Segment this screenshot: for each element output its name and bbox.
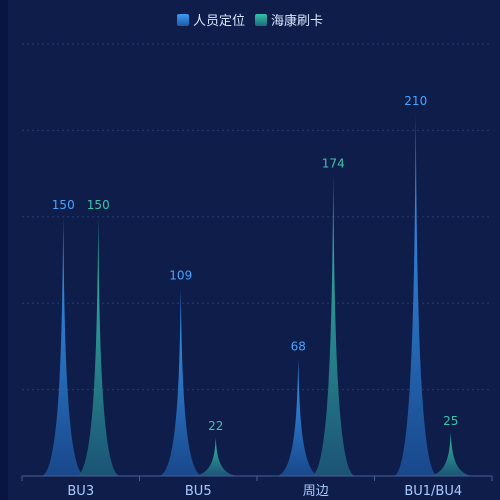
legend-item-series-1[interactable]: 海康刷卡 — [255, 10, 323, 29]
spike-0-2[interactable] — [276, 358, 321, 476]
spike-0-1[interactable] — [158, 287, 203, 476]
data-label-1-0: 150 — [87, 198, 110, 212]
data-label-1-2: 174 — [322, 156, 345, 170]
chart-legend: 人员定位 海康刷卡 — [0, 10, 500, 29]
spike-0-3[interactable] — [393, 113, 438, 477]
legend-swatch-series-0 — [176, 13, 189, 26]
x-tick-label: 周边 — [303, 484, 329, 499]
spike-0-0[interactable] — [41, 216, 86, 477]
spike-1-2[interactable] — [311, 175, 356, 476]
data-label-0-2: 68 — [291, 339, 306, 353]
legend-swatch-series-1 — [255, 13, 267, 26]
x-tick-label: BU3 — [67, 484, 94, 499]
legend-item-series-0[interactable]: 人员定位 — [176, 10, 245, 29]
spike-1-1[interactable] — [193, 437, 238, 476]
x-tick-label: BU5 — [185, 484, 212, 499]
data-label-1-3: 25 — [443, 414, 458, 428]
spike-1-3[interactable] — [428, 432, 473, 476]
data-label-1-1: 22 — [208, 419, 223, 433]
data-label-0-0: 150 — [52, 198, 75, 212]
data-label-0-3: 210 — [404, 94, 427, 108]
legend-label-series-1: 海康刷卡 — [271, 14, 324, 29]
legend-label-series-0: 人员定位 — [192, 14, 245, 29]
data-label-0-1: 109 — [169, 269, 192, 283]
x-tick-label: BU1/BU4 — [404, 484, 462, 499]
spike-1-0[interactable] — [76, 216, 121, 477]
